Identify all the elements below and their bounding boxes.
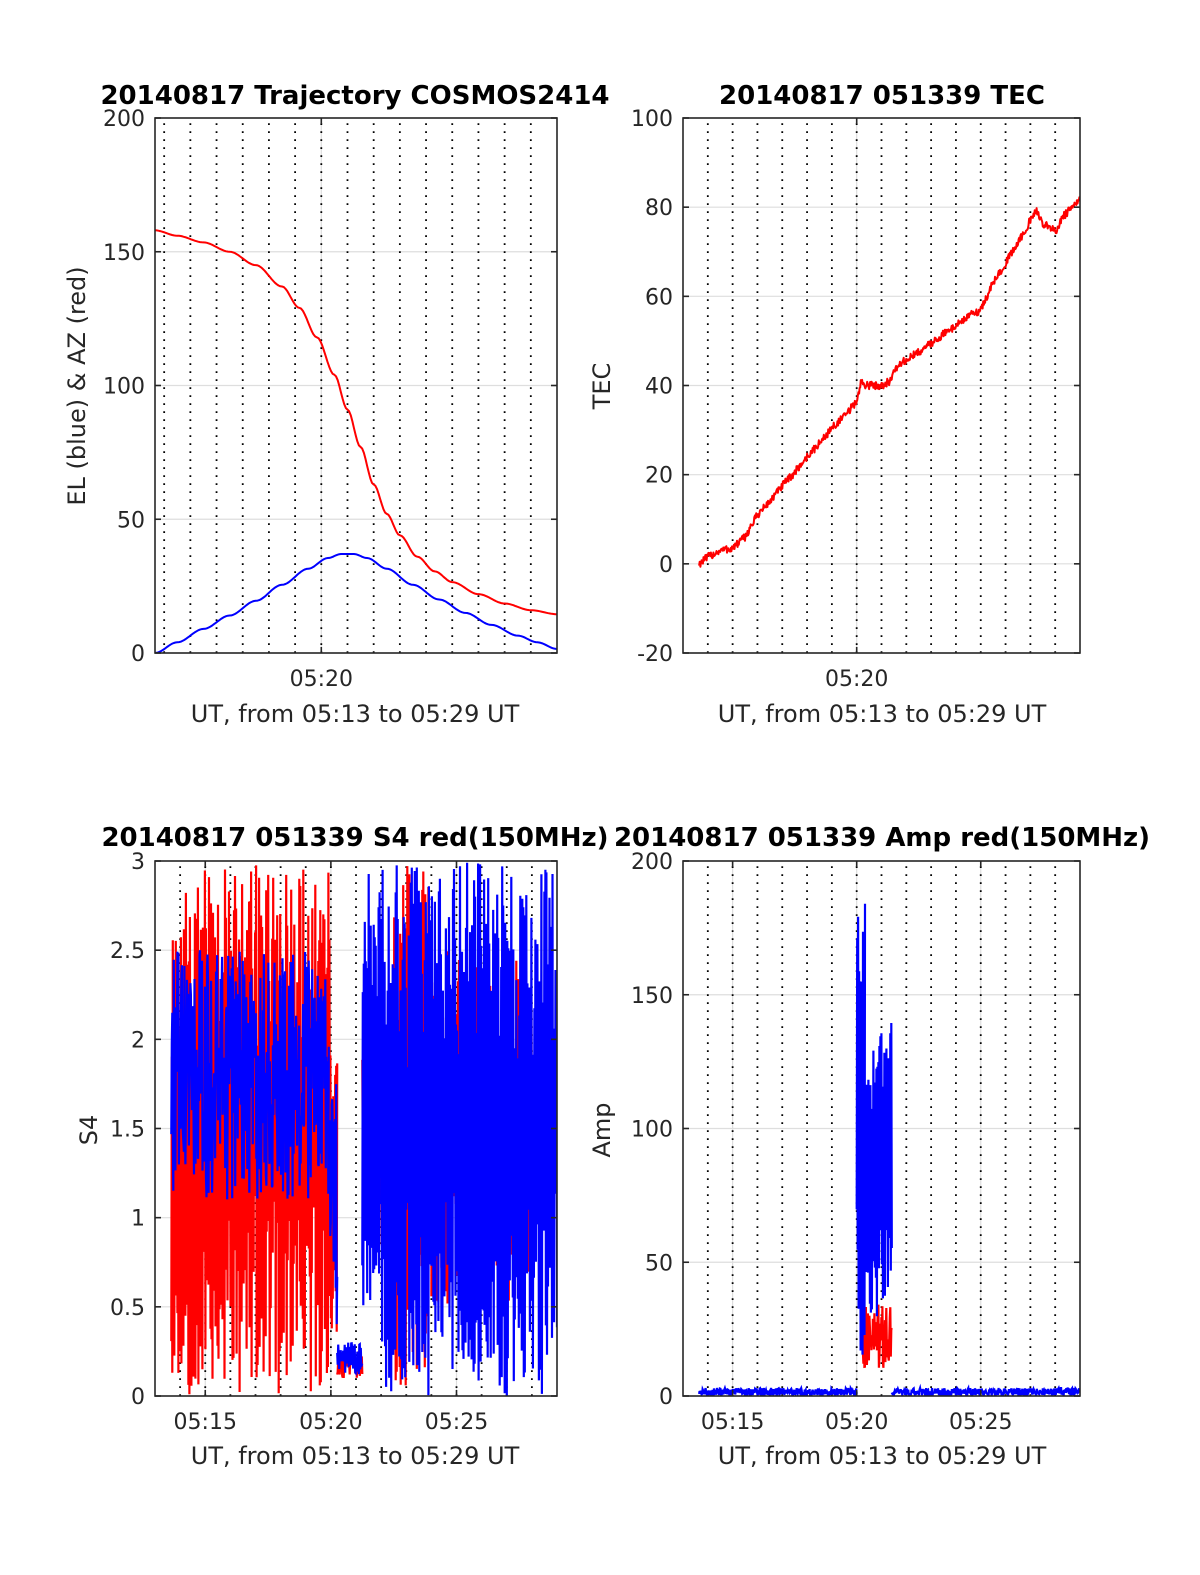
x-tick-label: 05:15 bbox=[174, 1410, 237, 1435]
y-tick-label: 200 bbox=[631, 850, 673, 875]
y-tick-label: 0 bbox=[131, 642, 145, 667]
y-tick-label: 1.5 bbox=[110, 1118, 145, 1143]
y-tick-label: 80 bbox=[645, 196, 673, 221]
y-tick-label: 40 bbox=[645, 375, 673, 400]
x-tick-label: 05:20 bbox=[825, 1410, 888, 1435]
series-line bbox=[890, 1383, 1080, 1396]
y-tick-label: 200 bbox=[103, 107, 145, 132]
trajectory-ylabel: EL (blue) & AZ (red) bbox=[63, 266, 91, 505]
amp-title: 20140817 051339 Amp red(150MHz) bbox=[614, 823, 1150, 853]
tec-ylabel: TEC bbox=[588, 363, 616, 411]
y-tick-label: 20 bbox=[645, 464, 673, 489]
y-tick-label: 0.5 bbox=[110, 1296, 145, 1321]
y-tick-label: 0 bbox=[659, 1385, 673, 1410]
x-tick-label: 05:20 bbox=[299, 1410, 362, 1435]
s4-title: 20140817 051339 S4 red(150MHz) bbox=[101, 823, 608, 853]
tec-xlabel: UT, from 05:13 to 05:29 UT bbox=[718, 700, 1047, 728]
y-tick-label: 2 bbox=[131, 1028, 145, 1053]
series-line bbox=[861, 1304, 893, 1369]
y-tick-label: 60 bbox=[645, 285, 673, 310]
x-tick-label: 05:20 bbox=[825, 667, 888, 692]
series-line bbox=[361, 873, 383, 1306]
x-tick-label: 05:25 bbox=[425, 1410, 488, 1435]
series-line bbox=[855, 903, 867, 1355]
amp-plot: 20140817 051339 Amp red(150MHz) UT, from… bbox=[588, 823, 1150, 1470]
amp-xlabel: UT, from 05:13 to 05:29 UT bbox=[718, 1442, 1047, 1470]
y-tick-label: 50 bbox=[645, 1251, 673, 1276]
series-line bbox=[155, 553, 557, 653]
y-tick-label: 2.5 bbox=[110, 939, 145, 964]
series-line bbox=[863, 1022, 893, 1317]
series-line bbox=[698, 196, 1080, 568]
y-tick-label: -20 bbox=[637, 642, 673, 667]
data-layer bbox=[170, 862, 557, 1396]
tec-plot: 20140817 051339 TEC UT, from 05:13 to 05… bbox=[588, 81, 1081, 728]
y-tick-label: 0 bbox=[131, 1385, 145, 1410]
s4-ylabel: S4 bbox=[75, 1115, 103, 1146]
s4-xlabel: UT, from 05:13 to 05:29 UT bbox=[191, 1442, 520, 1470]
series-line bbox=[155, 229, 557, 616]
y-tick-label: 0 bbox=[659, 553, 673, 578]
series-line bbox=[170, 950, 330, 1200]
y-tick-label: 150 bbox=[631, 984, 673, 1009]
y-tick-label: 1 bbox=[131, 1207, 145, 1232]
series-line bbox=[698, 1384, 858, 1396]
trajectory-xlabel: UT, from 05:13 to 05:29 UT bbox=[191, 700, 520, 728]
tec-title: 20140817 051339 TEC bbox=[719, 81, 1045, 111]
y-tick-label: 100 bbox=[631, 1118, 673, 1143]
amp-ylabel: Amp bbox=[588, 1102, 616, 1157]
y-tick-label: 3 bbox=[131, 850, 145, 875]
x-tick-label: 05:25 bbox=[949, 1410, 1012, 1435]
series-line bbox=[336, 1341, 364, 1376]
y-tick-label: 150 bbox=[103, 241, 145, 266]
s4-plot: 20140817 051339 S4 red(150MHz) UT, from … bbox=[75, 823, 609, 1470]
y-tick-label: 100 bbox=[631, 107, 673, 132]
x-tick-label: 05:20 bbox=[290, 667, 353, 692]
data-layer bbox=[698, 196, 1080, 568]
series-line bbox=[327, 1084, 339, 1325]
data-layer bbox=[155, 229, 557, 653]
y-tick-label: 100 bbox=[103, 375, 145, 400]
y-tick-label: 50 bbox=[117, 508, 145, 533]
series-line bbox=[380, 862, 557, 1396]
x-tick-label: 05:15 bbox=[701, 1410, 764, 1435]
data-layer bbox=[698, 903, 1080, 1396]
trajectory-plot: 20140817 Trajectory COSMOS2414 UT, from … bbox=[63, 81, 610, 728]
trajectory-title: 20140817 Trajectory COSMOS2414 bbox=[100, 81, 609, 111]
